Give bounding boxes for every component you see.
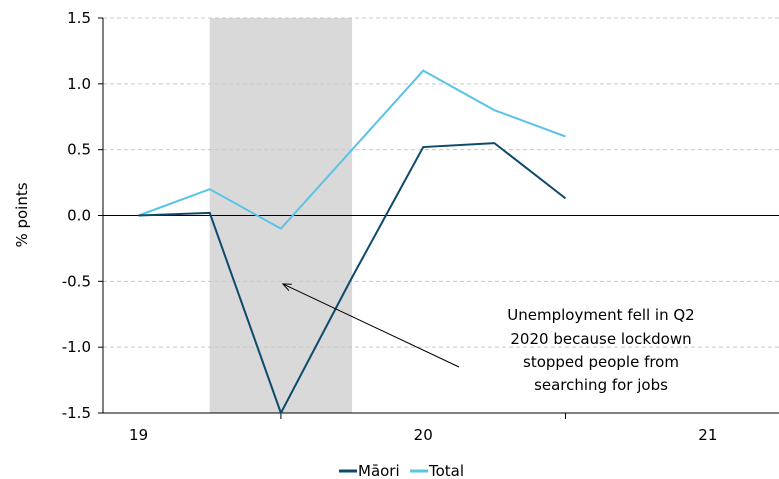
y-tick-label: -1.0 (62, 338, 91, 356)
y-tick-labels: 1.5 1.0 0.5 0.0 -0.5 -1.0 -1.5 (62, 9, 91, 422)
y-tick-label: 1.0 (67, 75, 91, 93)
y-tick-label: 1.5 (67, 9, 91, 27)
annotation-line-3: stopped people from (523, 353, 679, 371)
x-tick-label: 20 (414, 426, 433, 444)
gridlines (103, 17, 779, 348)
annotation-line-1: Unemployment fell in Q2 (507, 306, 694, 324)
y-tick-label: 0.5 (67, 141, 91, 159)
y-tick-label: -1.5 (62, 404, 91, 422)
series-line-maori (138, 142, 567, 416)
annotation: Unemployment fell in Q2 2020 because loc… (281, 283, 695, 394)
legend-label-total: Total (428, 462, 464, 479)
annotation-arrowhead (281, 283, 292, 291)
annotation-arrow (282, 283, 460, 368)
x-tick-label: 21 (698, 426, 717, 444)
legend-label-maori: Māori (358, 462, 400, 479)
x-tick-labels: 19 20 21 (129, 426, 717, 444)
series-line-total (138, 69, 566, 230)
y-tick-label: 0.0 (67, 207, 91, 225)
annotation-line-4: searching for jobs (534, 376, 668, 394)
legend: Māori Total (339, 462, 464, 479)
series-lines (138, 69, 567, 416)
x-tick-label: 19 (129, 426, 148, 444)
y-tick-label: -0.5 (62, 272, 91, 290)
annotation-line-2: 2020 because lockdown (510, 330, 691, 348)
y-axis-label: % points (13, 182, 31, 247)
axes (98, 17, 779, 419)
